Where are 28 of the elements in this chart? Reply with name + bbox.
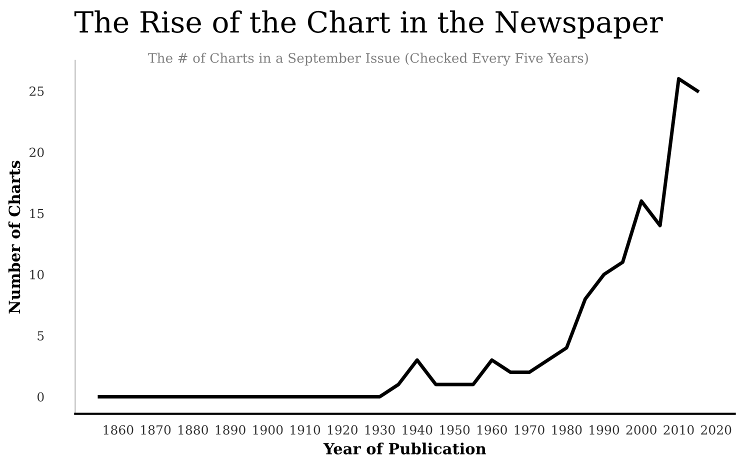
x-tick-label: 2010: [664, 425, 694, 435]
y-axis-title: Number of Charts: [8, 160, 20, 314]
x-tick-label: 1940: [402, 425, 432, 435]
x-tick-label: 1950: [440, 425, 470, 435]
chart-subtitle: The # of Charts in a September Issue (Checked Every Five Years): [148, 52, 588, 66]
y-tick-label: 15: [30, 208, 44, 218]
x-tick-label: 1990: [590, 425, 620, 435]
x-tick-label: 1930: [365, 425, 395, 435]
x-tick-label: 1960: [477, 425, 507, 435]
x-tick-label: 1880: [178, 425, 208, 435]
x-tick-label: 1910: [290, 425, 320, 435]
y-tick-label: 5: [38, 331, 44, 341]
x-tick-label: 1890: [216, 425, 246, 435]
x-tick-label: 1870: [141, 425, 171, 435]
x-axis-title: Year of Publication: [323, 442, 486, 454]
x-tick-label: 2020: [701, 425, 732, 435]
x-tick-label: 1860: [104, 425, 134, 435]
y-tick-label: 25: [30, 86, 44, 96]
x-tick-label: 1900: [253, 425, 283, 435]
x-tick-label: 1920: [328, 425, 358, 435]
x-tick-label: 1980: [552, 425, 582, 435]
y-tick-label: 10: [30, 270, 44, 280]
y-tick-label: 0: [37, 392, 44, 402]
line-series: [98, 77, 700, 398]
y-tick-label: 20: [30, 148, 44, 158]
chart-title: The Rise of the Chart in the Newspaper: [74, 10, 663, 39]
x-tick-label: 2000: [626, 425, 656, 435]
x-tick-label: 1970: [514, 425, 544, 435]
